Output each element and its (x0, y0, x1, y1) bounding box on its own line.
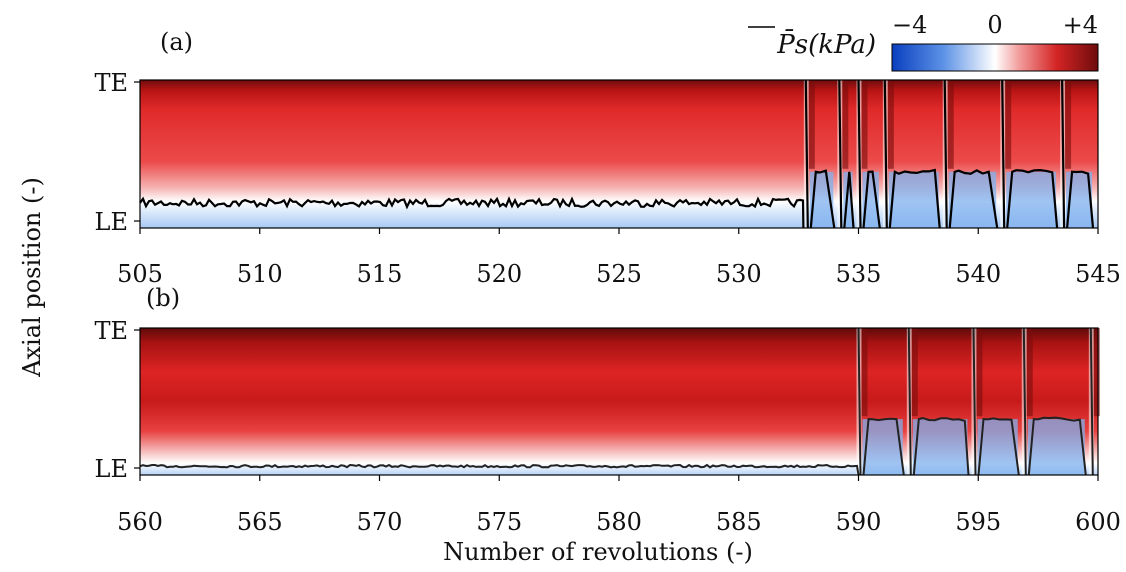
y-tick-le-a: LE (95, 208, 128, 236)
low-pressure-pocket (843, 171, 853, 228)
pressure-band-dark (1065, 80, 1072, 169)
x-tick-label: 545 (1075, 260, 1121, 288)
y-axis-b: TE LE (94, 317, 140, 483)
y-tick-le-b: LE (95, 455, 128, 483)
pressure-band-dark (1093, 328, 1100, 417)
x-tick-label: 565 (237, 508, 283, 536)
x-tick-label: 560 (117, 508, 163, 536)
x-tick-label: 520 (476, 260, 522, 288)
x-tick-label: 585 (716, 508, 762, 536)
pressure-band-dark (1005, 80, 1012, 169)
x-tick-label: 525 (596, 260, 642, 288)
low-pressure-pocket (862, 419, 903, 475)
x-tick-label: 580 (596, 508, 642, 536)
y-axis-a: TE LE (94, 69, 140, 236)
pressure-band-dark (842, 80, 849, 169)
pressure-band-dark (911, 328, 918, 417)
x-axis-label: Number of revolutions (-) (443, 538, 753, 566)
low-pressure-pocket (1006, 171, 1057, 228)
panel-b: 560 565 570 575 580 585 590 595 600 TE LE (b) (94, 284, 1120, 536)
pressure-band-dark (861, 328, 868, 417)
x-tick-label: 595 (955, 508, 1001, 536)
colorbar-tick-mid: 0 (987, 11, 1002, 39)
colorbar-tick-max: +4 (1063, 11, 1098, 39)
panel-label-a: (a) (160, 28, 193, 56)
x-tick-label: 570 (357, 508, 403, 536)
pressure-band-dark (947, 80, 954, 169)
x-tick-label: 505 (117, 260, 163, 288)
x-tick-label: 535 (836, 260, 882, 288)
pressure-band-dark (887, 80, 894, 169)
y-tick-te-b: TE (94, 317, 128, 345)
low-pressure-pocket (888, 171, 939, 228)
colorbar-gradient (891, 43, 1099, 72)
low-pressure-pocket (948, 171, 997, 228)
x-tick-label: 575 (476, 508, 522, 536)
low-pressure-pocket (912, 419, 968, 475)
y-axis-label: Axial position (-) (18, 177, 46, 378)
low-pressure-pocket (1027, 419, 1085, 475)
colorbar-label: P̄s(kPa) (776, 28, 876, 60)
x-tick-label: 590 (836, 508, 882, 536)
pressure-band-dark (808, 80, 815, 169)
x-tick-label: 530 (716, 260, 762, 288)
colorbar: P̄s(kPa) −4 0 +4 (748, 11, 1099, 72)
low-pressure-pocket (977, 419, 1018, 475)
pressure-band-dark (976, 328, 983, 417)
x-tick-label: 510 (237, 260, 283, 288)
x-tick-label: 540 (955, 260, 1001, 288)
colorbar-tick-min: −4 (892, 11, 927, 39)
x-axis-b: 560 565 570 575 580 585 590 595 600 (117, 475, 1121, 536)
x-axis-a: 505 510 515 520 525 530 535 540 545 (117, 228, 1121, 288)
x-tick-label: 515 (357, 260, 403, 288)
y-tick-te-a: TE (94, 69, 128, 97)
zero-contour-b (139, 327, 1094, 476)
pressure-band-dark (861, 80, 868, 169)
panel-label-b: (b) (146, 284, 180, 312)
x-tick-label: 600 (1075, 508, 1121, 536)
panel-a: 505 510 515 520 525 530 535 540 545 TE LE (a) (94, 28, 1120, 288)
zero-contour-a (139, 79, 1095, 229)
pressure-band-dark (1026, 328, 1033, 417)
